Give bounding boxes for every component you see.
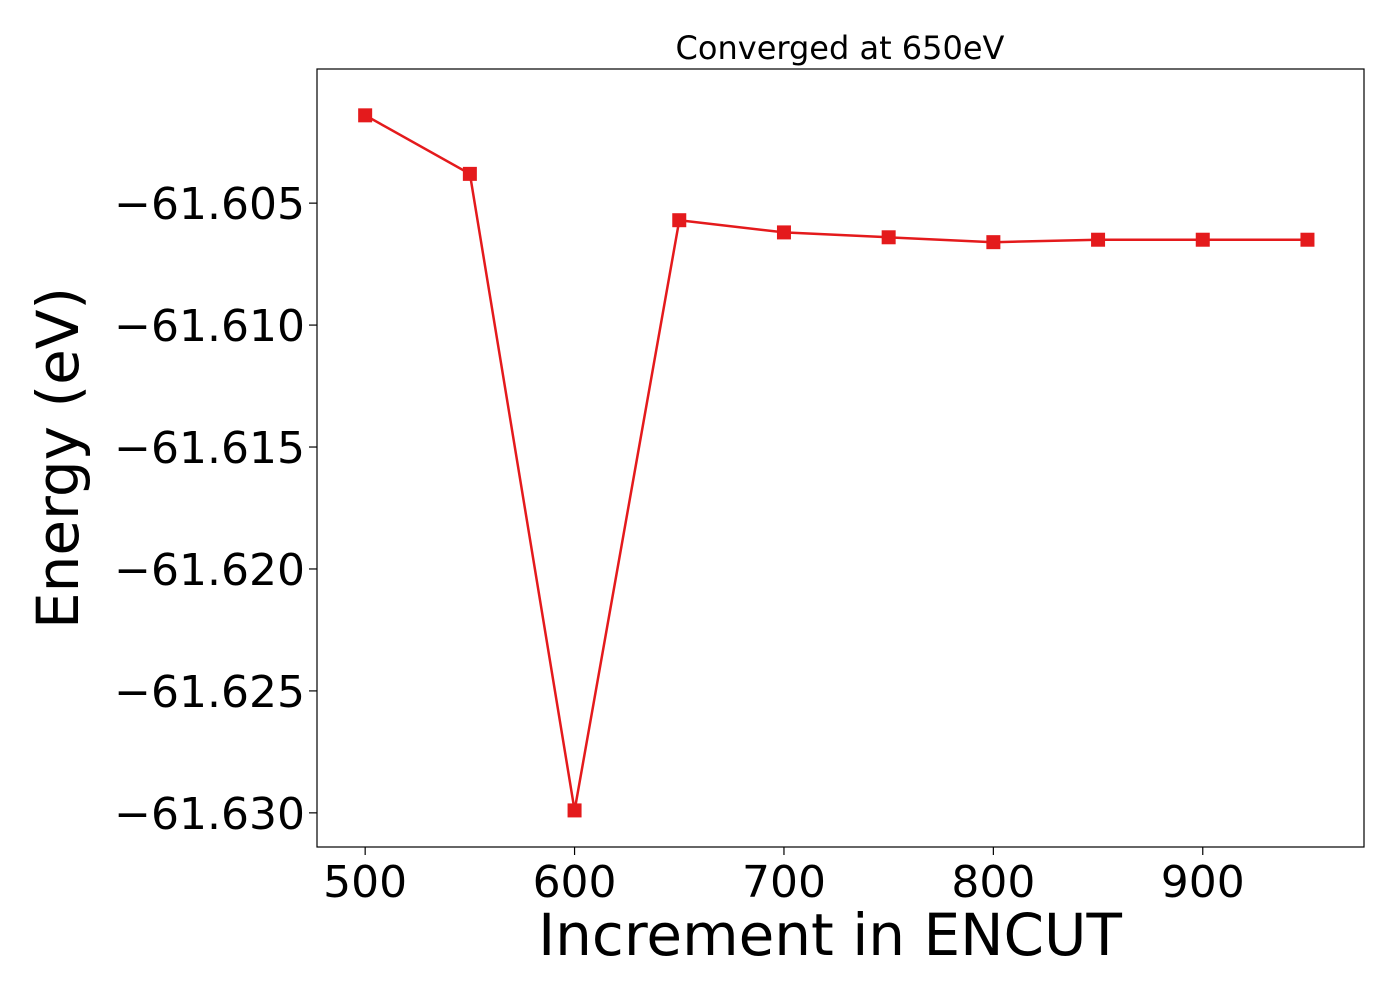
y-tick-label: −61.620 — [114, 545, 305, 596]
y-tick-label: −61.625 — [114, 667, 305, 718]
x-tick-label: 500 — [323, 857, 407, 908]
x-tick-label: 700 — [742, 857, 826, 908]
series-layer — [358, 108, 1315, 818]
x-tick-label: 800 — [951, 857, 1035, 908]
x-axis: 500 600 700 800 900 — [323, 847, 1245, 908]
data-point-marker — [776, 225, 791, 240]
data-point-marker — [462, 166, 477, 181]
y-tick-label: −61.615 — [114, 423, 305, 474]
data-point-marker — [567, 803, 582, 818]
data-point-marker — [1300, 232, 1315, 247]
x-tick-label: 600 — [533, 857, 617, 908]
data-point-marker — [672, 213, 687, 228]
y-axis: −61.605 −61.610 −61.615 −61.620 −61.625 −61.6… — [114, 179, 317, 840]
data-point-marker — [881, 230, 896, 245]
y-tick-label: −61.605 — [114, 179, 305, 230]
series-line — [364, 114, 1308, 811]
y-axis-label: Energy (eV) — [24, 287, 92, 629]
chart-title: Converged at 650eV — [676, 29, 1005, 67]
x-tick-label: 900 — [1161, 857, 1245, 908]
y-tick-label: −61.610 — [114, 301, 305, 352]
y-tick-label: −61.630 — [114, 789, 305, 840]
data-point-marker — [1091, 232, 1106, 247]
data-point-marker — [358, 108, 373, 123]
plot-frame — [316, 68, 1365, 848]
data-point-marker — [1195, 232, 1210, 247]
x-axis-label: Increment in ENCUT — [538, 901, 1122, 969]
data-point-marker — [986, 235, 1001, 250]
